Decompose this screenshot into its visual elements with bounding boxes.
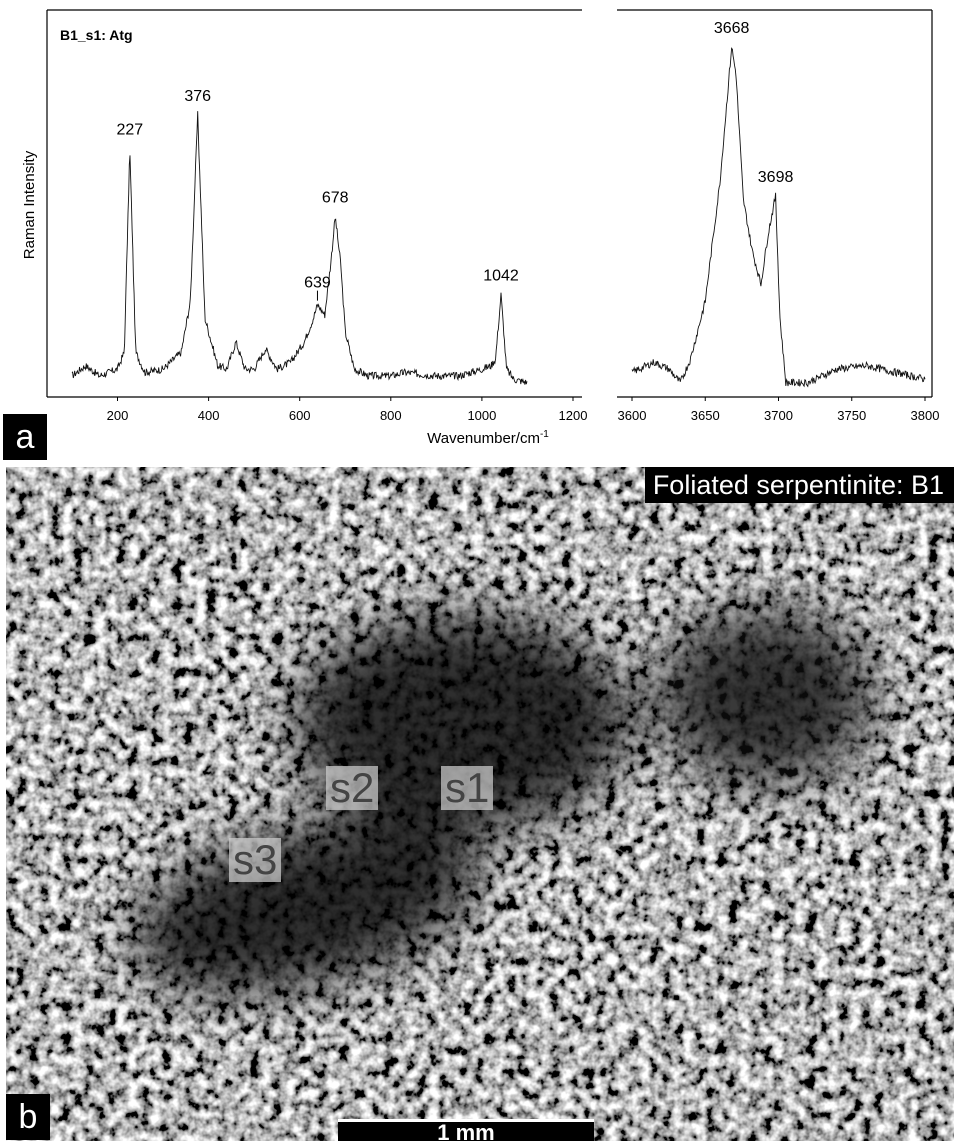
peak-label-639: 639 bbox=[304, 275, 331, 292]
raman-spectrum-chart: 200 400 600 800 1000 1200 3600 3650 3700 3750 3800… bbox=[0, 0, 954, 462]
x-axis-label-text: Wavenumber/cm bbox=[427, 430, 540, 447]
x-tick-label-1000: 1000 bbox=[467, 408, 496, 423]
spectrum-series-high bbox=[631, 47, 926, 388]
x-axis-label-superscript: -1 bbox=[540, 429, 549, 440]
peak-label-678: 678 bbox=[322, 190, 349, 207]
spectrum-series-low bbox=[71, 111, 528, 385]
spot-label-s1: s1 bbox=[441, 766, 494, 810]
chart-title: B1_s1: Atg bbox=[60, 27, 133, 43]
x-tick-label-3600: 3600 bbox=[618, 408, 647, 423]
panel-label-b: b bbox=[6, 1094, 50, 1140]
panel-label-a: a bbox=[3, 414, 47, 460]
spot-label-s2: s2 bbox=[326, 766, 379, 810]
peak-label-227: 227 bbox=[116, 122, 143, 139]
x-tick-label-600: 600 bbox=[289, 408, 311, 423]
x-tick-label-3800: 3800 bbox=[911, 408, 940, 423]
spot-label-s3: s3 bbox=[229, 838, 282, 882]
micrograph-panel: Foliated serpentinite: B1 s1 s2 s3 1 mm … bbox=[6, 467, 954, 1141]
x-tick-label-400: 400 bbox=[198, 408, 220, 423]
x-tick-label-1200: 1200 bbox=[559, 408, 588, 423]
dark-domains bbox=[130, 607, 876, 997]
x-tick-label-3650: 3650 bbox=[691, 408, 720, 423]
peak-label-3698: 3698 bbox=[758, 169, 794, 186]
spectrum-plot: 200 400 600 800 1000 1200 3600 3650 3700 3750 3800… bbox=[21, 9, 940, 447]
micrograph-title: Foliated serpentinite: B1 bbox=[644, 467, 954, 503]
x-tick-label-3750: 3750 bbox=[837, 408, 866, 423]
peak-label-376: 376 bbox=[184, 88, 211, 105]
x-tick-label-200: 200 bbox=[107, 408, 129, 423]
x-tick-label-3700: 3700 bbox=[764, 408, 793, 423]
peak-label-3668: 3668 bbox=[714, 20, 750, 37]
x-tick-label-800: 800 bbox=[380, 408, 402, 423]
peak-label-1042: 1042 bbox=[483, 267, 519, 284]
x-axis-label: Wavenumber/cm-1 bbox=[427, 429, 549, 447]
scale-bar: 1 mm bbox=[338, 1119, 594, 1141]
y-axis-label: Raman Intensity bbox=[21, 150, 38, 259]
